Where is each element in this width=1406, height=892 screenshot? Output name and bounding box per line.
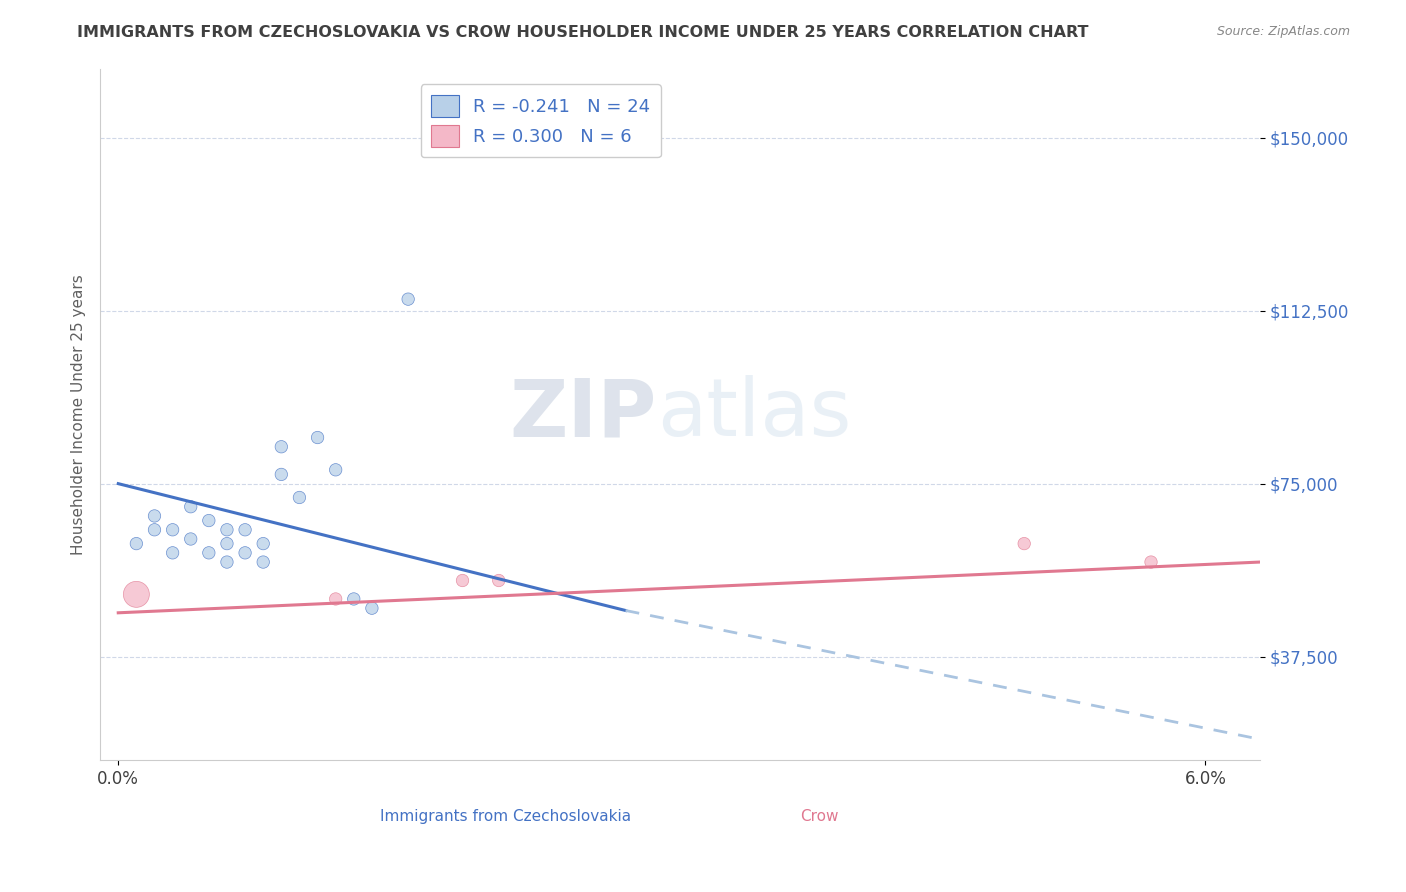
- Text: atlas: atlas: [657, 376, 851, 453]
- Point: [288, 491, 311, 505]
- Point: [1140, 555, 1163, 569]
- Text: Source: ZipAtlas.com: Source: ZipAtlas.com: [1216, 25, 1350, 38]
- Point: [125, 536, 148, 550]
- Point: [215, 523, 238, 537]
- Text: IMMIGRANTS FROM CZECHOSLOVAKIA VS CROW HOUSEHOLDER INCOME UNDER 25 YEARS CORRELA: IMMIGRANTS FROM CZECHOSLOVAKIA VS CROW H…: [77, 25, 1088, 40]
- Point: [180, 500, 202, 514]
- Point: [198, 546, 221, 560]
- Point: [252, 536, 274, 550]
- Y-axis label: Householder Income Under 25 years: Householder Income Under 25 years: [72, 274, 86, 555]
- Point: [215, 536, 238, 550]
- Point: [233, 523, 256, 537]
- Point: [396, 292, 419, 306]
- Point: [361, 601, 384, 615]
- Point: [125, 587, 148, 601]
- Point: [215, 555, 238, 569]
- Point: [1012, 536, 1035, 550]
- Point: [143, 508, 166, 523]
- Text: Crow: Crow: [800, 809, 838, 824]
- Point: [343, 591, 366, 606]
- Legend: R = -0.241   N = 24, R = 0.300   N = 6: R = -0.241 N = 24, R = 0.300 N = 6: [420, 85, 661, 157]
- Point: [143, 523, 166, 537]
- Point: [325, 463, 347, 477]
- Point: [162, 546, 184, 560]
- Point: [198, 514, 221, 528]
- Point: [307, 430, 329, 444]
- Point: [488, 574, 510, 588]
- Point: [270, 467, 292, 482]
- Point: [451, 574, 474, 588]
- Point: [270, 440, 292, 454]
- Point: [162, 523, 184, 537]
- Point: [180, 532, 202, 546]
- Text: ZIP: ZIP: [509, 376, 657, 453]
- Point: [325, 591, 347, 606]
- Point: [252, 555, 274, 569]
- Point: [233, 546, 256, 560]
- Text: Immigrants from Czechoslovakia: Immigrants from Czechoslovakia: [381, 809, 631, 824]
